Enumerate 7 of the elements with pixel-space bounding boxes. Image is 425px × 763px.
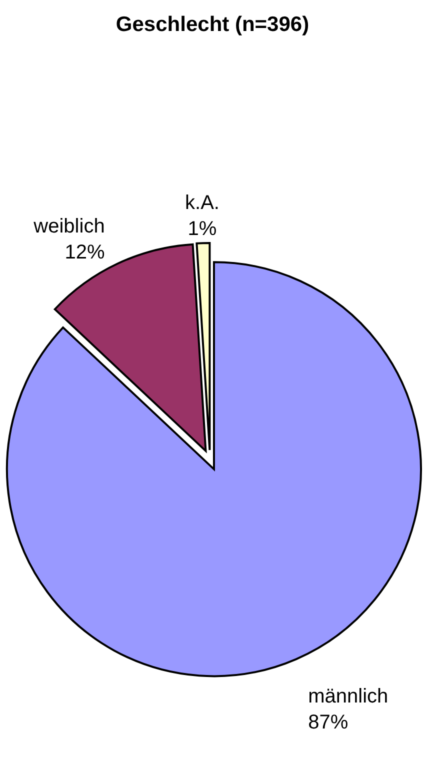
chart-title: Geschlecht (n=396) (116, 13, 310, 36)
data-label: 12% (64, 242, 106, 264)
slice-label: männlich (308, 686, 388, 708)
slice-label: weiblich (32, 216, 105, 238)
data-label: 87% (308, 712, 348, 734)
slice-label: k.A. (185, 192, 220, 214)
data-label: 1% (188, 218, 217, 240)
